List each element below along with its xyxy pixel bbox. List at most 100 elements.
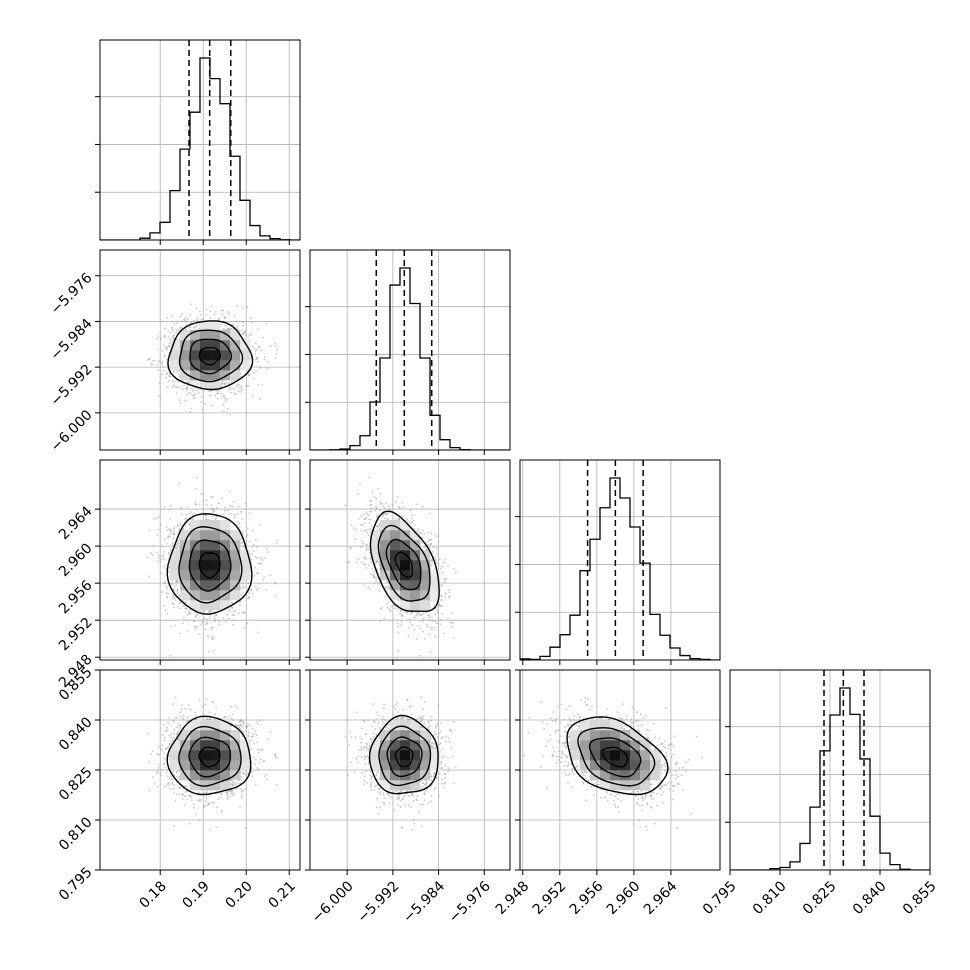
scatter-point: [160, 572, 163, 575]
scatter-point: [212, 509, 215, 511]
scatter-point: [221, 497, 223, 500]
scatter-point: [381, 502, 384, 505]
scatter-point: [156, 517, 159, 520]
density-cell: [240, 360, 251, 371]
scatter-point: [166, 542, 168, 545]
scatter-point: [218, 620, 220, 623]
scatter-point: [215, 614, 218, 616]
density-cell: [210, 380, 221, 391]
density-cell: [180, 330, 191, 341]
scatter-point: [415, 637, 418, 640]
scatter-point: [430, 532, 433, 535]
scatter-point: [253, 347, 256, 350]
scatter-point: [236, 523, 239, 526]
scatter-point: [213, 615, 216, 618]
scatter-point: [183, 318, 186, 321]
scatter-point: [256, 546, 258, 548]
scatter-point: [255, 588, 258, 591]
density-cell: [170, 570, 181, 581]
density-cell: [230, 560, 241, 571]
scatter-point: [161, 555, 164, 558]
scatter-point: [210, 628, 213, 631]
density-cell: [210, 360, 221, 371]
scatter-point: [376, 528, 379, 531]
scatter-point: [243, 585, 246, 588]
scatter-point: [198, 633, 201, 636]
scatter-point: [183, 604, 186, 607]
density-cell: [190, 370, 201, 381]
scatter-point: [168, 535, 171, 538]
scatter-point: [382, 515, 384, 518]
scatter-point: [274, 595, 277, 598]
scatter-point: [422, 617, 425, 620]
density-cell: [190, 360, 201, 371]
scatter-point: [254, 538, 257, 541]
scatter-point: [434, 556, 436, 559]
scatter-point: [185, 393, 188, 396]
scatter-point: [389, 610, 391, 613]
scatter-point: [230, 327, 233, 330]
scatter-point: [253, 574, 256, 577]
scatter-point: [186, 630, 189, 633]
scatter-point: [251, 592, 254, 595]
scatter-point: [246, 306, 249, 309]
scatter-point: [172, 371, 175, 374]
scatter-point: [254, 566, 257, 569]
scatter-point: [193, 619, 196, 622]
scatter-point: [256, 571, 259, 574]
grid: [310, 250, 510, 450]
scatter-point: [242, 307, 244, 310]
scatter-point: [178, 602, 181, 605]
contour-level-2: [178, 329, 244, 383]
scatter-point: [157, 369, 160, 371]
density-cell: [220, 330, 231, 341]
scatter-point: [204, 617, 206, 620]
density-cell: [180, 530, 191, 541]
scatter-point: [274, 357, 277, 360]
scatter-point: [165, 592, 168, 595]
scatter-point: [161, 362, 163, 365]
scatter-point: [276, 348, 279, 351]
density-cell: [190, 590, 201, 601]
density-cell: [200, 370, 211, 381]
scatter-point: [195, 307, 198, 310]
scatter-point: [228, 328, 231, 330]
density-cell: [180, 350, 191, 361]
density-cell: [210, 330, 221, 341]
scatter-point: [171, 580, 174, 582]
scatter-point: [378, 509, 381, 512]
scatter-point: [224, 382, 226, 384]
scatter-point: [206, 503, 208, 506]
scatter-point: [364, 518, 367, 520]
scatter-point: [170, 505, 172, 507]
density-cell: [180, 340, 191, 351]
panel-1-0: [100, 250, 300, 450]
scatter-point: [198, 503, 201, 506]
scatter-point: [196, 317, 199, 320]
scatter-point: [174, 385, 177, 388]
panel-frame-2-0: [99, 459, 301, 661]
density-cell: [220, 600, 231, 611]
scatter-point: [246, 534, 249, 537]
scatter-point: [252, 377, 255, 380]
scatter-point: [397, 631, 400, 634]
scatter-point: [186, 384, 189, 387]
scatter-point: [383, 507, 386, 509]
scatter-point: [163, 551, 165, 553]
contour-level-0: [198, 346, 221, 366]
scatter-point: [163, 538, 166, 541]
scatter-point: [222, 394, 225, 397]
scatter-point: [166, 587, 168, 590]
scatter-point: [227, 311, 229, 313]
scatter-point: [165, 372, 168, 374]
scatter-point: [386, 588, 389, 591]
scatter-point: [244, 333, 247, 336]
scatter-point: [210, 503, 213, 506]
density-cell: [230, 350, 241, 361]
scatter-point: [177, 543, 180, 546]
panel-2-1: [310, 460, 510, 660]
scatter-point: [163, 369, 165, 372]
scatter-point: [384, 587, 387, 589]
density-cell: [200, 380, 211, 391]
scatter-point: [190, 303, 193, 306]
